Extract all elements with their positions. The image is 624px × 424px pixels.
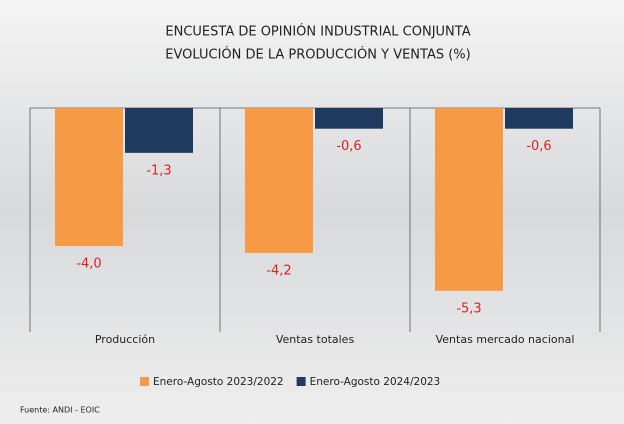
value-label: -4,0 bbox=[76, 257, 101, 272]
value-label: -0,6 bbox=[526, 139, 551, 154]
bar bbox=[435, 108, 503, 291]
legend-label: Enero-Agosto 2023/2022 bbox=[153, 376, 284, 388]
x-tick-label: Producción bbox=[95, 333, 155, 346]
chart-title: ENCUESTA DE OPINIÓN INDUSTRIAL CONJUNTA bbox=[165, 24, 470, 40]
value-label: -1,3 bbox=[146, 163, 171, 178]
bar bbox=[125, 108, 193, 153]
bar bbox=[315, 108, 383, 129]
x-tick-label: Ventas totales bbox=[276, 333, 355, 346]
bar bbox=[505, 108, 573, 129]
value-label: -4,2 bbox=[266, 263, 291, 278]
legend-swatch bbox=[296, 377, 306, 386]
bar bbox=[55, 108, 123, 246]
value-label: -0,6 bbox=[336, 139, 361, 154]
bar bbox=[245, 108, 313, 253]
source: Fuente: ANDI - EOIC bbox=[20, 406, 100, 415]
x-tick-label: Ventas mercado nacional bbox=[436, 333, 575, 346]
chart-title: EVOLUCIÓN DE LA PRODUCCIÓN Y VENTAS (%) bbox=[165, 47, 470, 63]
value-label: -5,3 bbox=[456, 301, 481, 316]
legend-swatch bbox=[140, 377, 149, 386]
legend-label: Enero-Agosto 2024/2023 bbox=[310, 376, 441, 388]
